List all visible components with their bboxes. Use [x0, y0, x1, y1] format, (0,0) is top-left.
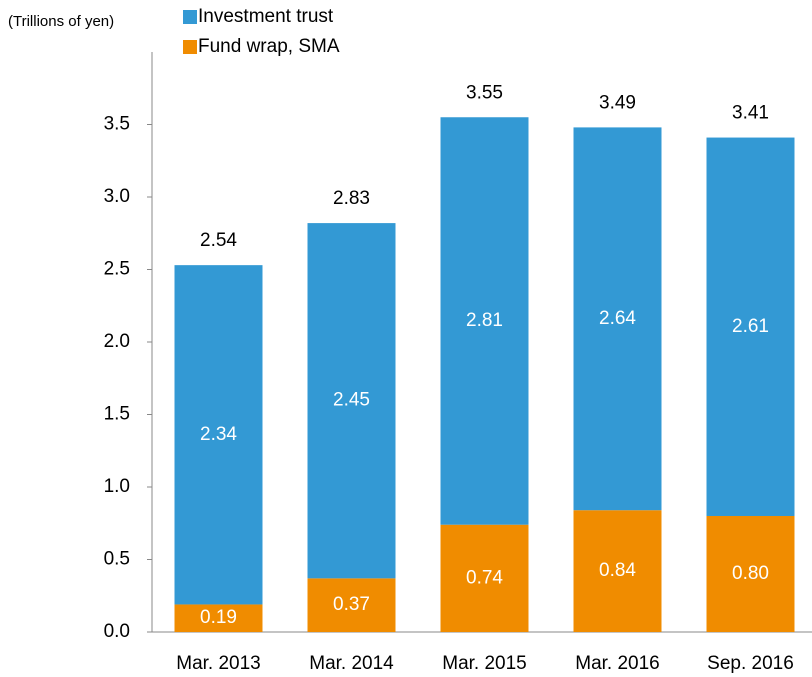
data-label: 0.19: [200, 607, 237, 628]
total-label: 3.55: [466, 82, 503, 103]
y-tick-label: 0.0: [104, 621, 130, 642]
bar-segment: [174, 604, 263, 632]
data-label: 0.74: [466, 567, 503, 588]
x-tick-label: Mar. 2016: [575, 653, 660, 674]
data-label: 2.34: [200, 424, 237, 445]
x-tick-label: Sep. 2016: [707, 653, 794, 674]
y-tick-label: 3.5: [104, 114, 130, 135]
legend-label: Fund wrap, SMA: [198, 36, 340, 57]
data-label: 2.81: [466, 310, 503, 331]
legend-swatch: [183, 10, 197, 24]
bar-segment: [307, 578, 396, 632]
bar-segment: [573, 127, 662, 511]
x-tick-label: Mar. 2013: [176, 653, 261, 674]
y-tick-label: 2.5: [104, 259, 130, 280]
y-tick-label: 2.0: [104, 331, 130, 352]
data-label: 0.80: [732, 563, 769, 584]
x-tick-label: Mar. 2014: [309, 653, 394, 674]
data-label: 2.45: [333, 390, 370, 411]
data-label: 0.84: [599, 560, 636, 581]
bar-segment: [706, 137, 795, 517]
bar-segment: [307, 223, 396, 579]
total-label: 3.41: [732, 103, 769, 124]
bar-segment: [440, 117, 529, 525]
total-label: 3.49: [599, 92, 636, 113]
data-label: 2.61: [732, 316, 769, 337]
data-label: 0.37: [333, 594, 370, 615]
total-label: 2.54: [200, 230, 237, 251]
y-tick-label: 3.0: [104, 186, 130, 207]
bar-segment: [573, 510, 662, 632]
y-tick-label: 0.5: [104, 549, 130, 570]
data-label: 2.64: [599, 308, 636, 329]
x-tick-label: Mar. 2015: [442, 653, 527, 674]
y-axis-label: (Trillions of yen): [8, 13, 114, 30]
bar-segment: [440, 524, 529, 632]
total-label: 2.83: [333, 188, 370, 209]
legend-swatch: [183, 40, 197, 54]
bar-segment: [174, 265, 263, 605]
legend-label: Investment trust: [198, 6, 334, 27]
y-tick-label: 1.0: [104, 476, 130, 497]
bar-segment: [706, 516, 795, 632]
y-tick-label: 1.5: [104, 404, 130, 425]
